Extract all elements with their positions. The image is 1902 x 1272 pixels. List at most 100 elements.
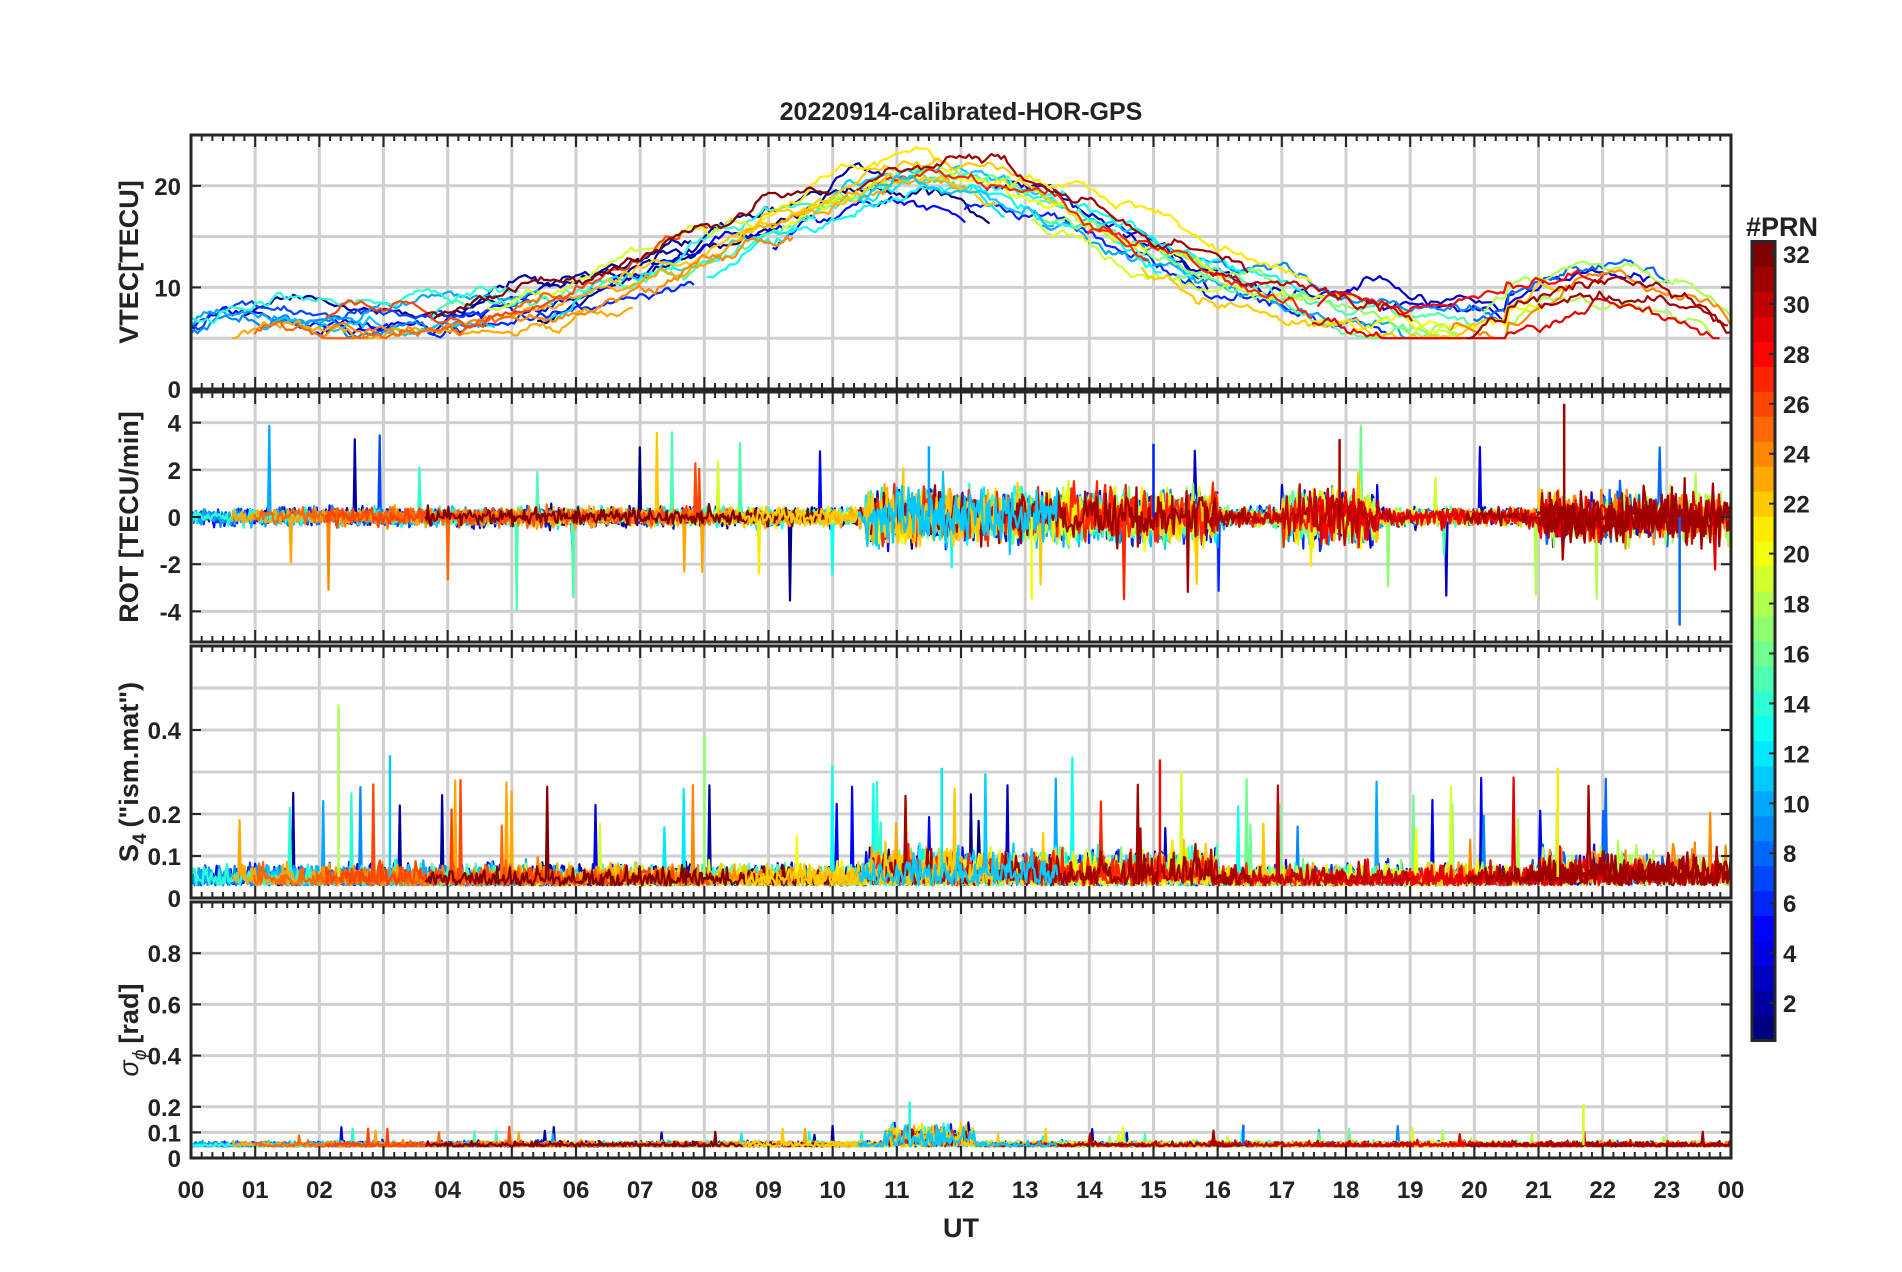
vtec-trace-prn-20 — [1313, 303, 1542, 332]
colorbar-tick-label: 2 — [1783, 991, 1796, 1018]
x-tick-label: 10 — [819, 1177, 846, 1204]
x-tick-label: 09 — [755, 1177, 782, 1204]
vtec-trace-prn-31 — [1537, 290, 1728, 327]
colorbar-swatch — [1752, 316, 1775, 342]
chart-title: 20220914-calibrated-HOR-GPS — [780, 98, 1143, 126]
x-tick-label: 00 — [178, 1177, 205, 1204]
x-tick-label: 05 — [498, 1177, 525, 1204]
colorbar-swatch — [1752, 491, 1775, 517]
colorbar-swatch — [1752, 765, 1775, 792]
vtec-trace-prn-2 — [470, 162, 883, 308]
rot-y-tick-label: 0 — [168, 505, 181, 532]
colorbar-tick-label: 26 — [1783, 392, 1810, 419]
vtec-ylabel: VTEC[TECU] — [114, 180, 144, 344]
sigma-traces — [191, 1101, 1731, 1148]
vtec-trace-prn-27 — [1086, 225, 1313, 320]
s4-ylabel-sub: 4 — [130, 833, 151, 844]
sigma-y-tick-label: 0.8 — [148, 941, 181, 968]
colorbar-swatch — [1752, 416, 1775, 442]
colorbar-swatch — [1752, 965, 1775, 992]
x-tick-label: 23 — [1653, 1177, 1680, 1204]
colorbar-swatch — [1752, 241, 1775, 267]
vtec-y-tick-label: 0 — [168, 377, 181, 404]
colorbar-swatch — [1752, 790, 1775, 817]
colorbar-swatch — [1752, 690, 1775, 717]
sigma-trace-prn-11 — [857, 1123, 1058, 1148]
vtec-trace-prn-25 — [253, 292, 569, 340]
rot-ticks — [190, 392, 1732, 642]
colorbar-swatch — [1752, 865, 1775, 892]
x-tick-label: 15 — [1140, 1177, 1167, 1204]
colorbar-swatch — [1752, 516, 1775, 542]
s4-y-tick-label: 0.1 — [148, 844, 181, 871]
vtec-trace-prn-32 — [424, 186, 831, 318]
colorbar-swatch — [1752, 391, 1775, 417]
x-tick-label: 13 — [1012, 1177, 1039, 1204]
rot-y-tick-label: -4 — [160, 599, 182, 626]
colorbar-tick-label: 22 — [1783, 492, 1810, 519]
rot-trace-prn-30 — [1208, 483, 1413, 547]
colorbar-tick-label: 10 — [1783, 791, 1810, 818]
panel-sigma-phi: 00.10.2 0.4 0.6 0.8 σϕ [rad] — [114, 900, 1733, 1173]
colorbar-swatch — [1752, 990, 1775, 1017]
colorbar-swatch — [1752, 641, 1775, 667]
colorbar-swatch — [1752, 341, 1775, 367]
colorbar-swatch — [1752, 466, 1775, 492]
colorbar-swatch — [1752, 740, 1775, 767]
rot-tick-labels: -4 -2 0 2 4 — [160, 411, 182, 627]
s4-trace-prn-31 — [1537, 784, 1731, 887]
rot-trace-prn-11 — [857, 470, 1059, 556]
colorbar-tick-label: 16 — [1783, 641, 1810, 668]
s4-y-tick-label: 0.2 — [148, 802, 181, 829]
rot-trace-prn-31 — [1537, 486, 1731, 550]
rot-y-tick-label: -2 — [160, 552, 181, 579]
vtec-trace-prn-30 — [1208, 271, 1413, 322]
colorbar-swatch — [1752, 266, 1775, 292]
colorbar-tick-label: 30 — [1783, 292, 1810, 319]
vtec-trace-prn-31 — [1466, 275, 1730, 340]
x-tick-label: 21 — [1525, 1177, 1552, 1204]
vtec-tick-labels: 0 10 20 — [154, 174, 181, 404]
colorbar-swatch — [1752, 366, 1775, 392]
colorbar-gradient — [1752, 241, 1775, 1041]
colorbar-tick-label: 12 — [1783, 741, 1810, 768]
sigma-y-tick-label: 0.6 — [148, 992, 181, 1019]
x-tick-labels: 00 01 02 03 04 05 06 07 08 09 10 11 12 13 14 15 16 17 18 19… — [178, 1177, 1745, 1204]
colorbar-swatch — [1752, 591, 1775, 617]
panel-vtec: 0 10 20 VTEC[TECU] — [114, 133, 1733, 404]
vtec-trace-prn-10 — [1041, 221, 1437, 340]
colorbar-tick-label: 14 — [1783, 691, 1810, 718]
s4-trace-prn-32 — [424, 785, 834, 887]
x-tick-label: 20 — [1461, 1177, 1488, 1204]
x-tick-label: 22 — [1589, 1177, 1616, 1204]
s4-ylabel-rest: ("ism.mat") — [114, 682, 144, 828]
sigma-ylabel: σϕ [rad] — [114, 984, 151, 1077]
s4-y-tick-label: 0 — [168, 886, 181, 913]
sigma-y-tick-label: 0.1 — [148, 1120, 181, 1147]
colorbar-swatch — [1752, 616, 1775, 642]
colorbar-swatch — [1752, 291, 1775, 317]
sigma-y-tick-label: 0.2 — [148, 1095, 181, 1122]
colorbar-swatch — [1752, 665, 1775, 692]
colorbar-tick-label: 32 — [1783, 242, 1810, 269]
s4-ticks — [190, 646, 1732, 899]
s4-ylabel-main: S — [114, 844, 144, 862]
colorbar-swatch — [1752, 840, 1775, 867]
colorbar-swatch — [1752, 541, 1775, 567]
vtec-trace-prn-21 — [735, 146, 945, 243]
x-tick-label: 11 — [884, 1177, 909, 1204]
sigma-tick-labels: 00.10.2 0.4 0.6 0.8 — [148, 941, 182, 1173]
vtec-trace-prn-28 — [1316, 269, 1605, 315]
vtec-traces — [191, 146, 1731, 340]
x-tick-label: 19 — [1397, 1177, 1424, 1204]
vtec-ticks — [190, 135, 1732, 390]
vtec-trace-prn-27 — [874, 167, 1148, 262]
vtec-y-tick-label: 20 — [154, 174, 181, 201]
rot-y-tick-label: 4 — [168, 411, 182, 438]
colorbar-swatch — [1752, 815, 1775, 842]
x-tick-label: 01 — [242, 1177, 269, 1204]
panel-rot: -4 -2 0 2 4 ROT [TECU/min] — [114, 390, 1733, 644]
vtec-trace-prn-15 — [429, 216, 817, 322]
